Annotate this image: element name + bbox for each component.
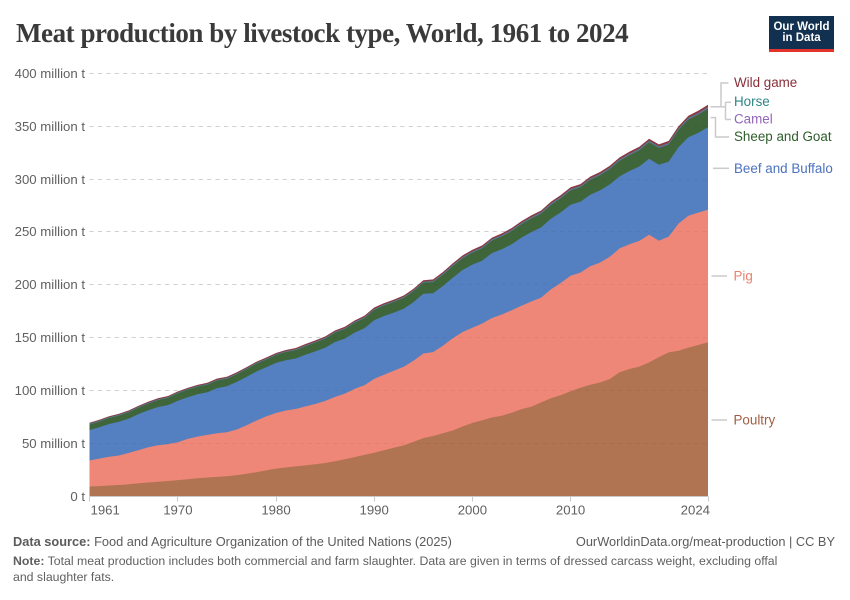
svg-text:2000: 2000 [458, 502, 487, 517]
svg-text:150 million t: 150 million t [15, 330, 86, 345]
svg-text:Beef and Buffalo: Beef and Buffalo [734, 161, 833, 176]
svg-text:100 million t: 100 million t [15, 383, 86, 398]
svg-text:Camel: Camel [734, 111, 773, 126]
svg-text:1990: 1990 [360, 502, 389, 517]
svg-text:1970: 1970 [163, 502, 192, 517]
svg-text:Poultry: Poultry [734, 413, 776, 428]
svg-text:350 million t: 350 million t [15, 119, 86, 134]
svg-text:300 million t: 300 million t [15, 172, 86, 187]
svg-text:1980: 1980 [261, 502, 290, 517]
svg-text:0 t: 0 t [70, 489, 85, 504]
svg-text:1961: 1961 [91, 502, 120, 517]
svg-text:2024: 2024 [681, 502, 710, 517]
svg-text:200 million t: 200 million t [15, 277, 86, 292]
svg-text:400 million t: 400 million t [15, 66, 86, 81]
svg-text:250 million t: 250 million t [15, 224, 86, 239]
svg-text:50 million t: 50 million t [22, 436, 85, 451]
svg-text:Pig: Pig [734, 269, 753, 284]
svg-text:Wild game: Wild game [734, 75, 797, 90]
svg-text:Horse: Horse [734, 94, 770, 109]
svg-text:2010: 2010 [556, 502, 585, 517]
svg-text:Sheep and Goat: Sheep and Goat [734, 129, 832, 144]
